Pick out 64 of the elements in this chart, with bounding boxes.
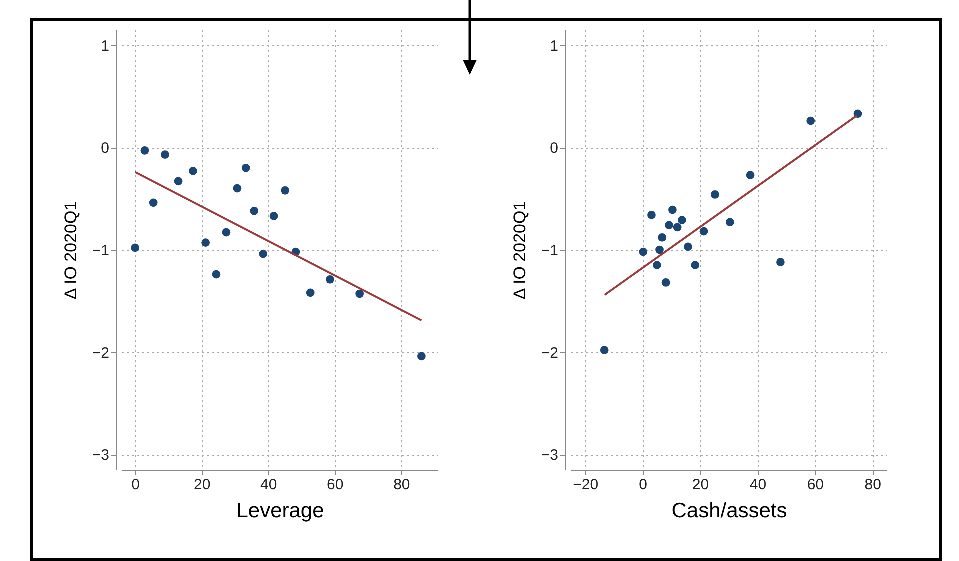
point xyxy=(174,177,183,186)
point xyxy=(270,212,278,220)
point xyxy=(776,258,785,266)
point xyxy=(161,150,170,160)
y-tick-label: −1 xyxy=(541,242,558,260)
y-tick-label: 1 xyxy=(101,38,110,55)
point xyxy=(656,246,664,254)
point xyxy=(250,206,259,216)
y-axis-title: Δ IO 2020Q1 xyxy=(61,201,80,300)
y-tick-label: −2 xyxy=(541,344,558,362)
point xyxy=(746,171,755,180)
y-tick-label: −1 xyxy=(92,242,110,260)
point xyxy=(212,270,221,279)
x-tick-label: 60 xyxy=(327,476,344,494)
point xyxy=(662,278,670,287)
point xyxy=(149,198,158,208)
point xyxy=(854,110,862,118)
x-tick-label: 80 xyxy=(864,476,882,494)
y-tick-label: −3 xyxy=(541,447,558,464)
y-tick-label: 0 xyxy=(550,140,558,158)
point xyxy=(356,290,364,298)
y-axis-title: Δ IO 2020Q1 xyxy=(510,201,530,300)
point xyxy=(418,352,426,361)
y-tick-label: 0 xyxy=(101,140,110,158)
point xyxy=(600,346,609,354)
point xyxy=(326,276,334,284)
point xyxy=(233,184,242,193)
point xyxy=(691,261,700,270)
x-axis-title: Leverage xyxy=(236,500,324,522)
x-axis-title: Cash/assets xyxy=(672,500,788,522)
point xyxy=(140,146,150,155)
x-tick-label: 80 xyxy=(394,476,410,494)
point xyxy=(806,116,816,126)
point xyxy=(189,167,198,176)
point xyxy=(281,186,290,195)
point xyxy=(242,164,250,172)
x-tick-label: 60 xyxy=(807,476,824,494)
point xyxy=(658,234,667,242)
point xyxy=(222,228,231,237)
point xyxy=(202,238,210,248)
point xyxy=(306,288,315,298)
point xyxy=(673,223,682,232)
y-tick-label: 1 xyxy=(550,38,558,55)
point xyxy=(700,227,708,236)
point xyxy=(653,261,662,270)
point xyxy=(711,190,720,199)
point xyxy=(259,250,268,258)
x-tick-label: 0 xyxy=(639,476,648,494)
point xyxy=(639,248,648,256)
x-tick-label: 40 xyxy=(260,476,278,494)
point xyxy=(131,244,140,252)
y-tick-label: −2 xyxy=(92,344,110,362)
y-tick-label: −3 xyxy=(92,447,110,464)
point xyxy=(648,211,656,220)
x-tick-label: 20 xyxy=(692,476,710,494)
point xyxy=(684,242,692,252)
point xyxy=(665,221,674,230)
point xyxy=(668,206,677,214)
point xyxy=(726,218,734,227)
x-tick-label: 40 xyxy=(750,476,767,494)
x-tick-label: 20 xyxy=(194,476,211,494)
x-tick-label: 0 xyxy=(132,476,140,494)
point xyxy=(678,216,686,224)
x-tick-label: −20 xyxy=(573,476,599,494)
